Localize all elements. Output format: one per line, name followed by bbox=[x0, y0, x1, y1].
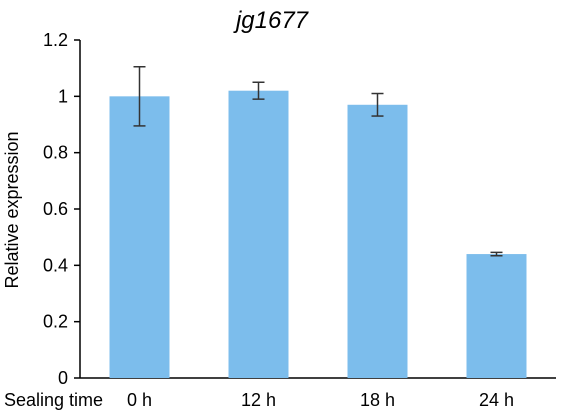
y-tick-label: 1.2 bbox=[43, 30, 68, 50]
chart-title: jg1677 bbox=[233, 7, 310, 34]
y-tick-label: 0.4 bbox=[43, 255, 68, 275]
bar bbox=[466, 254, 527, 378]
x-tick-label: 18 h bbox=[360, 390, 395, 410]
y-tick-label: 0 bbox=[58, 368, 68, 388]
y-tick-label: 0.2 bbox=[43, 312, 68, 332]
bar bbox=[347, 104, 408, 379]
y-tick-label: 1 bbox=[58, 86, 68, 106]
plot-area: 0 0.2 0.4 0.6 0.8 1 1.2 0 h 12 h 18 h 24 h bbox=[43, 30, 556, 410]
y-axis-label: Relative expression bbox=[2, 131, 22, 288]
x-tick-label: 12 h bbox=[241, 390, 276, 410]
bar bbox=[109, 96, 170, 378]
bar bbox=[228, 90, 289, 378]
y-tick-label: 0.6 bbox=[43, 199, 68, 219]
x-tick-label: 0 h bbox=[127, 390, 152, 410]
x-tick-label: 24 h bbox=[479, 390, 514, 410]
x-axis-label: Sealing time bbox=[4, 390, 103, 410]
y-tick-label: 0.8 bbox=[43, 143, 68, 163]
